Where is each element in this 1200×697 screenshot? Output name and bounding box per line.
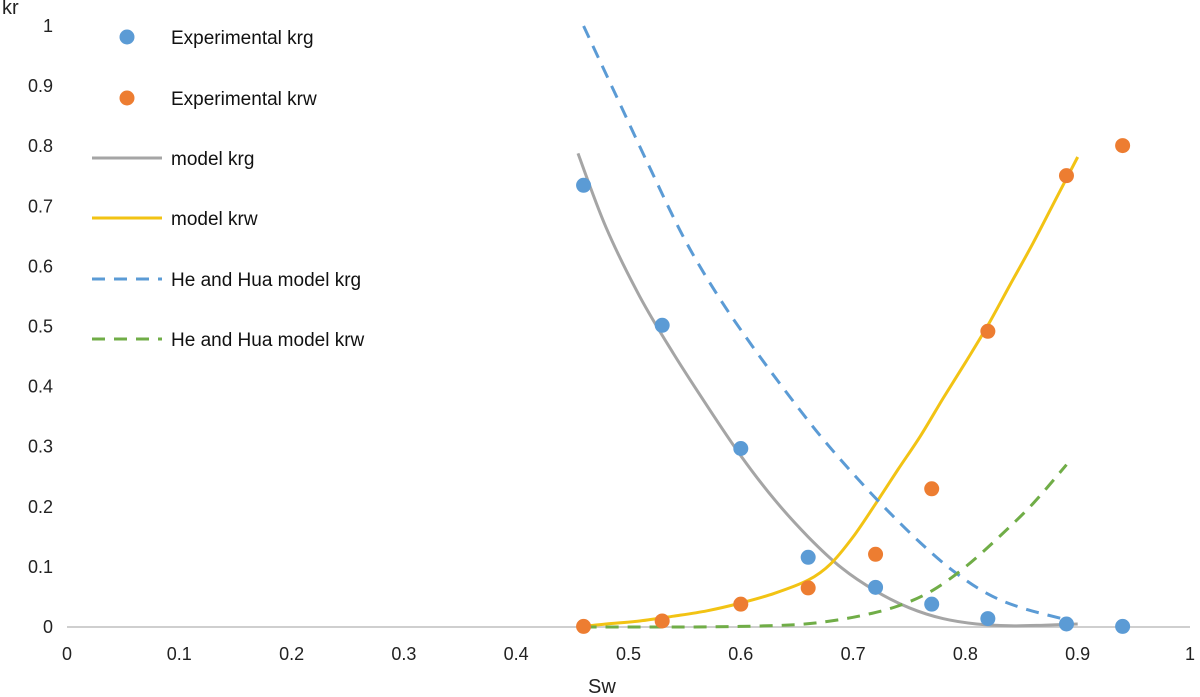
legend-label: Experimental krw <box>171 89 317 110</box>
data-point <box>800 549 816 565</box>
series-layer <box>576 25 1131 634</box>
x-tick-label: 0.6 <box>728 644 753 664</box>
data-point <box>1115 138 1131 154</box>
x-tick-labels: 0 0.1 0.2 0.3 0.4 0.5 0.6 0.7 0.8 0.9 1 <box>62 644 1195 664</box>
y-tick-label: 0.1 <box>28 557 53 577</box>
x-tick-label: 0.2 <box>279 644 304 664</box>
data-point <box>654 613 670 629</box>
data-point <box>980 611 996 627</box>
legend-item-he-and-hua-model-krg: He and Hua model krg <box>92 270 361 291</box>
y-tick-label: 0.3 <box>28 437 53 457</box>
he-and-hua-model-krg-line <box>582 25 1067 622</box>
y-tick-label: 0.4 <box>28 377 53 397</box>
data-point <box>654 317 670 333</box>
data-point <box>1058 616 1074 632</box>
y-axis-label: kr <box>2 0 19 19</box>
x-tick-label: 0 <box>62 644 72 664</box>
y-tick-label: 0.8 <box>28 136 53 156</box>
x-tick-label: 0.5 <box>616 644 641 664</box>
legend: Experimental krg Experimental krw model kr… <box>92 28 365 351</box>
x-tick-label: 0.7 <box>841 644 866 664</box>
data-point <box>868 579 884 595</box>
y-tick-label: 0.6 <box>28 256 53 276</box>
legend-label: model krg <box>171 149 254 170</box>
x-tick-label: 0.3 <box>391 644 416 664</box>
x-tick-label: 0.1 <box>167 644 192 664</box>
data-point <box>924 481 940 497</box>
y-tick-label: 0.5 <box>28 317 53 337</box>
legend-item-experimental-krw: Experimental krw <box>119 89 317 110</box>
legend-label: He and Hua model krw <box>171 330 365 351</box>
data-point <box>733 596 749 612</box>
legend-item-model-krg: model krg <box>92 149 254 170</box>
experimental-krg-points <box>576 177 1131 634</box>
legend-item-experimental-krg: Experimental krg <box>119 28 314 49</box>
legend-item-model-krw: model krw <box>92 209 258 230</box>
data-point <box>868 546 884 562</box>
x-tick-label: 0.9 <box>1065 644 1090 664</box>
x-tick-label: 1 <box>1185 644 1195 664</box>
y-tick-label: 0 <box>43 617 53 637</box>
x-axis-label: Sw <box>588 676 616 697</box>
data-point <box>924 596 940 612</box>
legend-marker <box>119 29 135 45</box>
x-tick-label: 0.4 <box>504 644 529 664</box>
data-point <box>1115 618 1131 634</box>
legend-label: model krw <box>171 209 258 230</box>
data-point <box>576 177 592 193</box>
data-point <box>980 323 996 339</box>
y-tick-label: 0.2 <box>28 497 53 517</box>
data-point <box>733 441 749 457</box>
y-tick-label: 1 <box>43 16 53 36</box>
y-tick-label: 0.7 <box>28 196 53 216</box>
data-point <box>576 618 592 634</box>
legend-label: He and Hua model krg <box>171 270 361 291</box>
legend-marker <box>119 90 135 106</box>
data-point <box>800 580 816 596</box>
y-tick-label: 0.9 <box>28 76 53 96</box>
data-point <box>1058 168 1074 184</box>
experimental-krw-points <box>576 138 1131 634</box>
model-krg-line <box>576 152 1078 628</box>
he-and-hua-model-krw-line <box>583 463 1068 629</box>
x-tick-label: 0.8 <box>953 644 978 664</box>
y-tick-labels: 0 0.1 0.2 0.3 0.4 0.5 0.6 0.7 0.8 0.9 1 <box>28 16 53 637</box>
legend-item-he-and-hua-model-krw: He and Hua model krw <box>92 330 365 351</box>
model-krw-line <box>577 156 1080 629</box>
legend-label: Experimental krg <box>171 28 314 49</box>
